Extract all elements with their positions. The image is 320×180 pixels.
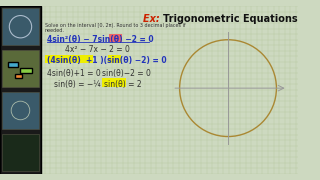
FancyBboxPatch shape	[2, 8, 39, 45]
FancyBboxPatch shape	[2, 50, 39, 87]
Text: sin(θ) = 2: sin(θ) = 2	[104, 80, 142, 89]
FancyBboxPatch shape	[108, 55, 121, 64]
Text: Ex:: Ex:	[143, 14, 163, 24]
Text: sin(θ)−2 = 0: sin(θ)−2 = 0	[102, 69, 151, 78]
Text: 4x² − 7x − 2 = 0: 4x² − 7x − 2 = 0	[65, 45, 130, 54]
Text: sin(θ) = −¼: sin(θ) = −¼	[54, 80, 100, 89]
FancyBboxPatch shape	[2, 92, 39, 129]
FancyBboxPatch shape	[81, 55, 92, 64]
FancyBboxPatch shape	[102, 78, 126, 87]
Text: Trigonometric Equations: Trigonometric Equations	[163, 14, 298, 24]
Text: 4sin²(θ) − 7sin(θ) −2 = 0: 4sin²(θ) − 7sin(θ) −2 = 0	[46, 35, 153, 44]
FancyBboxPatch shape	[8, 62, 18, 67]
Text: (4sin(θ)  +1 )(sin(θ) −2) = 0: (4sin(θ) +1 )(sin(θ) −2) = 0	[46, 57, 166, 66]
Text: needed.: needed.	[45, 28, 65, 33]
FancyBboxPatch shape	[20, 68, 32, 73]
FancyBboxPatch shape	[0, 6, 41, 174]
FancyBboxPatch shape	[109, 34, 122, 42]
FancyBboxPatch shape	[15, 74, 22, 78]
Text: Solve on the interval [0, 2π). Round to 3 decimal places if: Solve on the interval [0, 2π). Round to …	[45, 23, 185, 28]
Text: 4sin(θ)+1 = 0: 4sin(θ)+1 = 0	[46, 69, 100, 78]
FancyBboxPatch shape	[45, 55, 83, 64]
FancyBboxPatch shape	[2, 134, 39, 171]
